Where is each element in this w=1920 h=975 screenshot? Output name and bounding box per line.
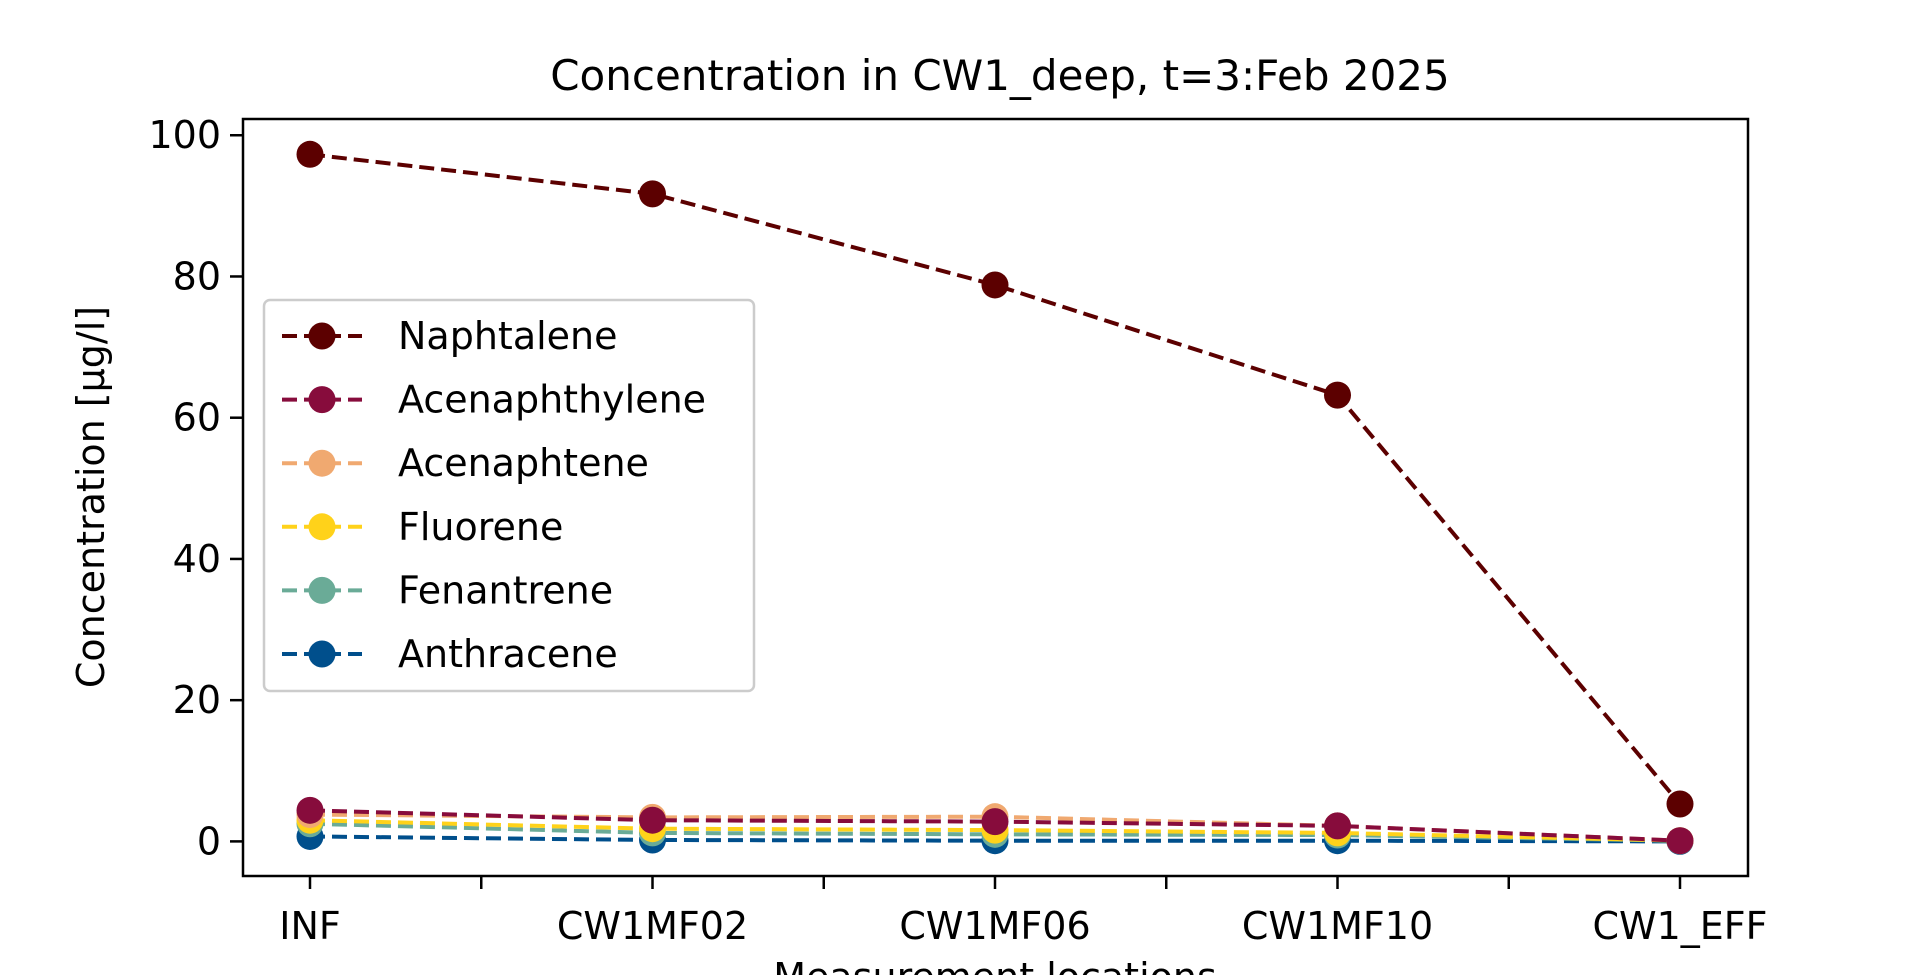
x-tick-label: CW1_EFF [1592, 904, 1767, 948]
series-acenaphthylene [296, 796, 1694, 855]
y-axis: 0 20 40 60 80 100 [148, 113, 243, 863]
legend-item[interactable]: Acenaphthylene [282, 378, 706, 422]
legend-marker [308, 640, 336, 668]
legend-label: Acenaphtene [398, 441, 649, 485]
x-tick-label: CW1MF10 [1242, 904, 1433, 948]
chart-title: Concentration in CW1_deep, t=3:Feb 2025 [550, 51, 1450, 100]
data-point [1324, 812, 1351, 840]
data-point [981, 271, 1009, 299]
legend[interactable]: Naphtalene Acenaphthylene Acenaphtene Fluor… [262, 298, 756, 693]
legend-marker [308, 513, 336, 541]
x-tick-label: CW1MF06 [899, 904, 1090, 948]
series-layer [296, 140, 1694, 855]
legend-item[interactable]: Fenantrene [282, 568, 613, 612]
legend-label: Fenantrene [398, 568, 613, 612]
data-point [1666, 790, 1694, 818]
legend-marker [308, 576, 336, 604]
legend-item[interactable]: Anthracene [282, 632, 618, 676]
data-point [1666, 827, 1694, 855]
x-tick-label: CW1MF02 [557, 904, 748, 948]
y-tick-label: 20 [173, 678, 221, 722]
x-axis: INF CW1MF02 CW1MF06 CW1MF10 CW1_EFF [279, 876, 1768, 948]
series-naphtalene [296, 140, 1694, 818]
y-tick-label: 60 [173, 396, 221, 440]
data-point [639, 806, 666, 834]
x-axis-label: Measurement locations [773, 955, 1217, 975]
legend-marker [308, 449, 336, 477]
data-point [1324, 381, 1351, 409]
y-tick-label: 100 [148, 113, 221, 157]
data-point [296, 140, 324, 168]
legend-marker [308, 386, 336, 414]
legend-item[interactable]: Naphtalene [282, 314, 618, 358]
legend-item[interactable]: Fluorene [282, 505, 563, 549]
legend-marker [308, 322, 336, 350]
legend-label: Fluorene [398, 505, 563, 549]
legend-box [262, 298, 756, 693]
series-line [309, 152, 1682, 806]
legend-label: Anthracene [398, 632, 618, 676]
data-point [639, 180, 666, 208]
data-point [296, 796, 324, 824]
y-axis-label: Concentration [µg/l] [69, 306, 113, 688]
y-tick-label: 80 [173, 254, 221, 298]
legend-label: Naphtalene [398, 314, 618, 358]
legend-label: Acenaphthylene [398, 378, 706, 422]
x-tick-label: INF [279, 904, 341, 948]
y-tick-label: 40 [173, 537, 221, 581]
legend-item[interactable]: Acenaphtene [282, 441, 649, 485]
y-tick-label: 0 [197, 819, 221, 863]
data-point [981, 808, 1009, 836]
